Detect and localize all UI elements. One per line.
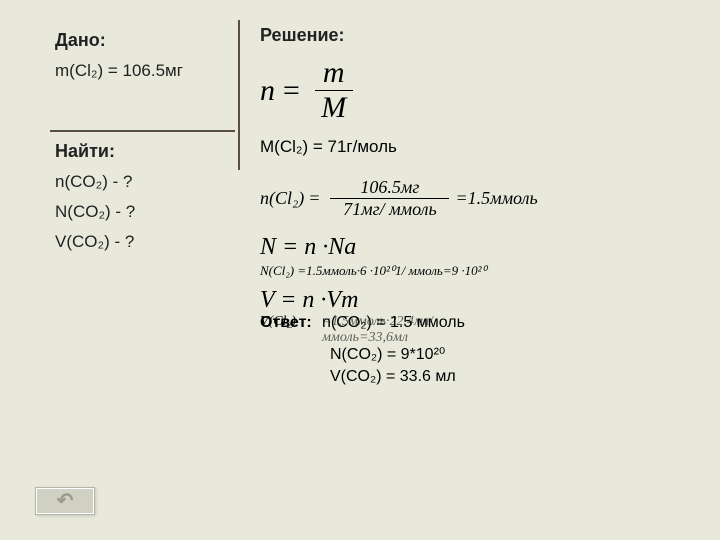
calc1-rhs: =1.5ммоль xyxy=(455,188,537,209)
find-block: Найти: n(CO₂) - ? N(CO₂) - ? V(CO₂) - ? xyxy=(55,141,235,252)
overlap-calc: n(CO₂) = 1.5 ммоль =1.5ммоль·22.4мл/ ммо… xyxy=(322,314,465,332)
answer-heading: Ответ: xyxy=(260,314,312,332)
molar-mass-line: M(Cl₂) = 71г/моль xyxy=(260,137,680,157)
answer-block: N(CO₂) = 9*10²⁰ V(CO₂) = 33.6 мл xyxy=(260,344,680,386)
answer-line-N: N(CO₂) = 9*10²⁰ xyxy=(330,344,680,364)
fraction-num: m xyxy=(315,56,353,91)
find-heading: Найти: xyxy=(55,141,235,162)
fraction-den: M xyxy=(313,91,354,125)
formula-V-eq-n-Vm: V = n ·Vm xyxy=(260,287,680,314)
formula-lhs: n xyxy=(260,74,275,108)
formula-N-eq-n-Na: N = n ·Na xyxy=(260,234,680,261)
calc1-eq: = xyxy=(308,188,320,209)
calc-N-cl2: N(Cl₂) =1.5ммоль·6 ·10²⁰1/ ммоль=9 ·10²⁰ xyxy=(260,263,680,279)
find-line-2: N(CO₂) - ? xyxy=(55,202,235,222)
solution-heading: Решение: xyxy=(260,25,680,46)
vertical-divider xyxy=(238,20,240,170)
given-line: m(Cl₂) = 106.5мг xyxy=(55,61,235,81)
find-line-1: n(CO₂) - ? xyxy=(55,172,235,192)
calc-n-cl2: n(Cl₂) = 106.5мг 71мг/ ммоль =1.5ммоль xyxy=(260,177,680,220)
given-find-panel: Дано: m(Cl₂) = 106.5мг Найти: n(CO₂) - ?… xyxy=(55,30,235,262)
formula-n-eq-m-over-M: n = m M xyxy=(260,56,680,125)
formula-fraction: m M xyxy=(313,56,354,125)
formula-eq: = xyxy=(281,74,301,108)
u-turn-arrow-icon: ↶ xyxy=(57,491,74,511)
calc1-den: 71мг/ ммоль xyxy=(335,199,445,220)
overlapping-answer-row: V(Cl₂) Ответ: n(CO₂) = 1.5 ммоль =1.5ммо… xyxy=(260,314,680,340)
answer-line-V: V(CO₂) = 33.6 мл xyxy=(330,368,680,386)
back-button[interactable]: ↶ xyxy=(35,487,95,515)
given-heading: Дано: xyxy=(55,30,235,51)
solution-panel: Решение: n = m M M(Cl₂) = 71г/моль n(Cl₂… xyxy=(260,25,680,390)
find-line-3: V(CO₂) - ? xyxy=(55,232,235,252)
calc1-fraction: 106.5мг 71мг/ ммоль xyxy=(330,177,449,220)
calc1-lhs: n(Cl₂) xyxy=(260,188,304,209)
calc1-num: 106.5мг xyxy=(330,177,449,199)
horizontal-divider xyxy=(50,130,235,132)
slide-root: Дано: m(Cl₂) = 106.5мг Найти: n(CO₂) - ?… xyxy=(0,0,720,540)
